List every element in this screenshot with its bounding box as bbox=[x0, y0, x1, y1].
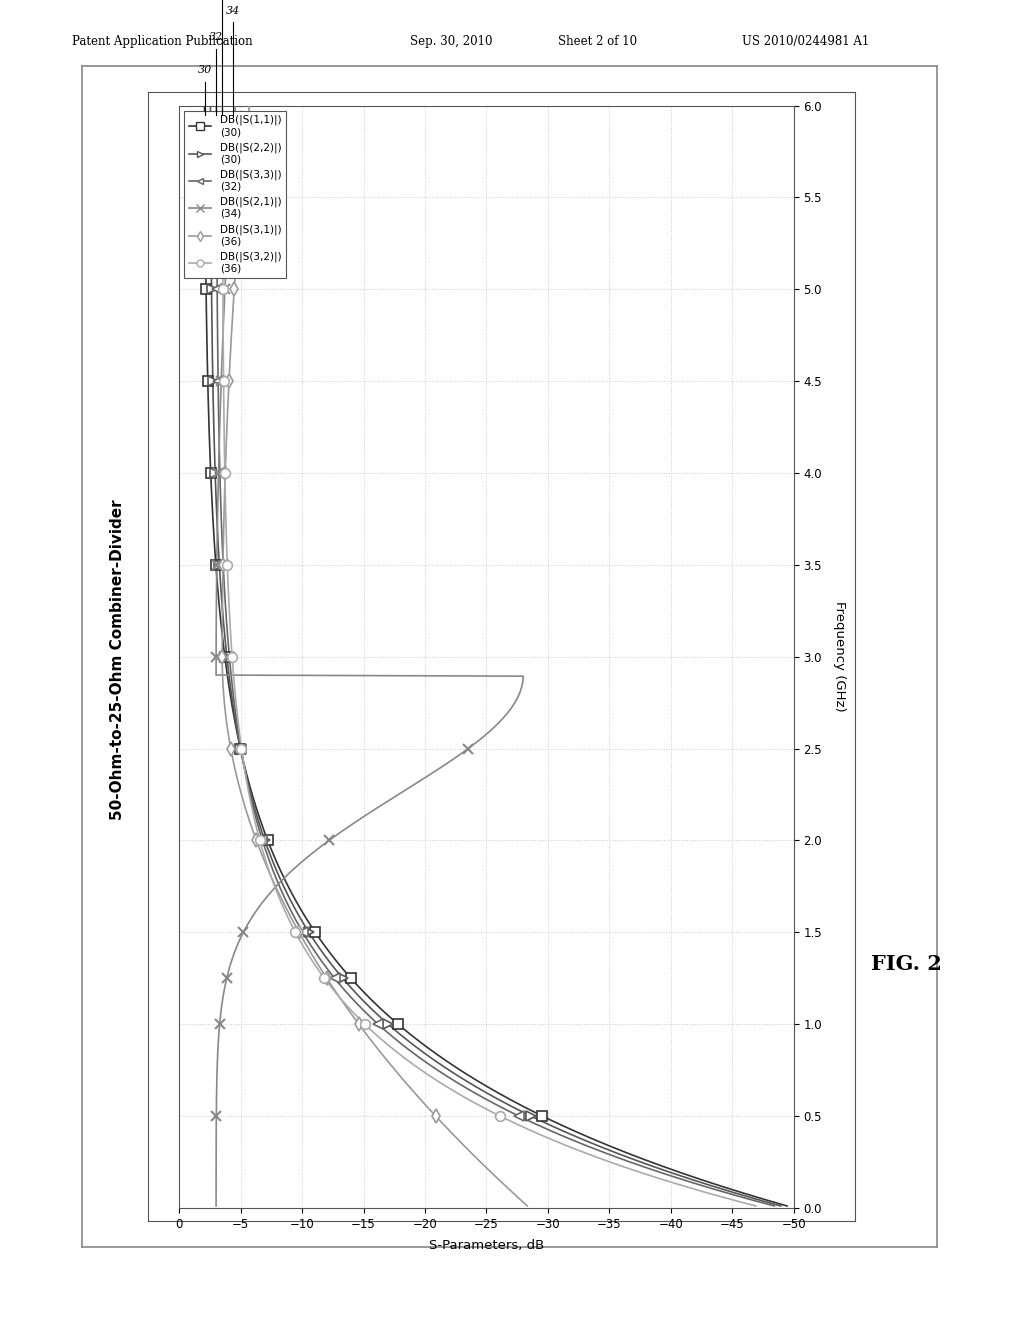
Text: FIG. 2: FIG. 2 bbox=[870, 953, 942, 974]
X-axis label: S-Parameters, dB: S-Parameters, dB bbox=[429, 1239, 544, 1251]
Text: 32: 32 bbox=[209, 32, 223, 42]
Text: Patent Application Publication: Patent Application Publication bbox=[72, 34, 252, 48]
Legend: DB(|S(1,1)|)
(30), DB(|S(2,2)|)
(30), DB(|S(3,3)|)
(32), DB(|S(2,1)|)
(34), DB(|: DB(|S(1,1)|) (30), DB(|S(2,2)|) (30), DB… bbox=[184, 111, 286, 277]
Y-axis label: Frequency (GHz): Frequency (GHz) bbox=[834, 602, 846, 711]
Text: 30: 30 bbox=[198, 65, 212, 75]
Text: Sheet 2 of 10: Sheet 2 of 10 bbox=[558, 34, 637, 48]
Text: US 2010/0244981 A1: US 2010/0244981 A1 bbox=[742, 34, 869, 48]
Text: Sep. 30, 2010: Sep. 30, 2010 bbox=[410, 34, 493, 48]
Text: 34: 34 bbox=[226, 5, 240, 16]
Text: 50-Ohm-to-25-Ohm Combiner-Divider: 50-Ohm-to-25-Ohm Combiner-Divider bbox=[111, 500, 125, 820]
